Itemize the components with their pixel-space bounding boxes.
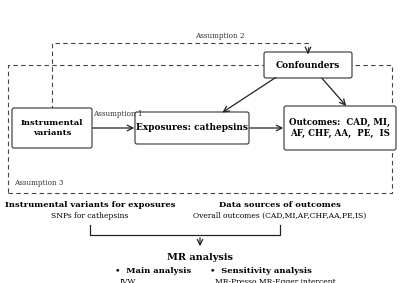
FancyBboxPatch shape: [12, 108, 92, 148]
FancyBboxPatch shape: [135, 112, 249, 144]
Text: IVW
Weighted median
MR-Egger: IVW Weighted median MR-Egger: [120, 278, 187, 283]
Text: Outcomes:  CAD, MI,
AF, CHF, AA,  PE,  IS: Outcomes: CAD, MI, AF, CHF, AA, PE, IS: [290, 118, 390, 138]
Text: •  Sensitivity analysis: • Sensitivity analysis: [210, 267, 312, 275]
Text: •  Main analysis: • Main analysis: [115, 267, 191, 275]
Text: Confounders: Confounders: [276, 61, 340, 70]
Text: Assumption 3: Assumption 3: [14, 179, 63, 187]
Text: Overall outcomes (CAD,MI,AF,CHF,AA,PE,IS): Overall outcomes (CAD,MI,AF,CHF,AA,PE,IS…: [193, 212, 367, 220]
Bar: [8, 65, 392, 193]
Text: Exposures: cathepsins: Exposures: cathepsins: [136, 123, 248, 132]
Text: Instrumental variants for exposures: Instrumental variants for exposures: [5, 201, 175, 209]
FancyBboxPatch shape: [284, 106, 396, 150]
Text: Assumption 2: Assumption 2: [195, 32, 245, 40]
Text: SNPs for cathepsins: SNPs for cathepsins: [51, 212, 129, 220]
FancyBboxPatch shape: [264, 52, 352, 78]
Text: MR analysis: MR analysis: [167, 253, 233, 262]
Text: Assumption 1: Assumption 1: [93, 110, 143, 118]
Text: MR-Presso MR-Egger intercept
Cochran’s Q test
Leave-one-out: MR-Presso MR-Egger intercept Cochran’s Q…: [215, 278, 336, 283]
Text: Instrumental
variants: Instrumental variants: [21, 119, 83, 137]
Text: Data sources of outcomes: Data sources of outcomes: [219, 201, 341, 209]
